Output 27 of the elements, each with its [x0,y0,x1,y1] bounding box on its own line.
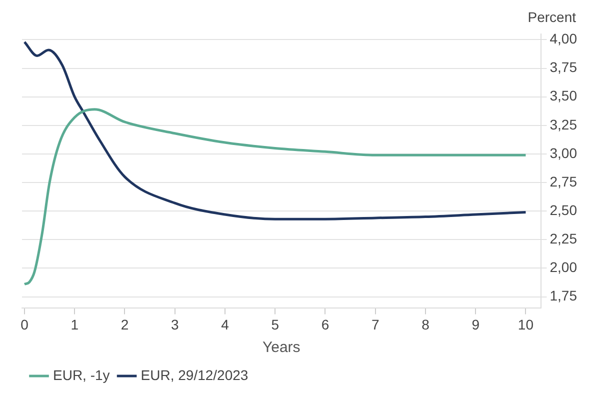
x-tick-label: 10 [518,316,534,332]
x-tick-label: 5 [271,316,280,332]
x-tick-label: 7 [371,316,380,332]
x-axis-title: Years [262,339,300,356]
y-tick-label: 2,25 [550,230,578,247]
line-series [23,40,527,220]
y-tick-label: 2,50 [550,202,578,218]
y-axis-title: Percent [528,9,576,25]
line-series [23,108,527,286]
x-tick-label: 0 [20,316,29,332]
y-tick-label: 3,25 [550,116,578,132]
x-tick-label: 6 [321,316,330,332]
x-tick-label: 4 [221,316,230,332]
x-tick-label: 9 [472,316,480,332]
y-tick-label: 3,75 [550,59,578,76]
y-tick-label: 4,00 [550,30,578,47]
y-tick-label: 2,75 [550,173,578,190]
x-tick-label: 1 [70,316,79,332]
x-tick-label: 8 [422,316,430,332]
y-tick-label: 1,75 [550,288,578,304]
y-tick-label: 3,50 [550,88,578,104]
y-tick-label: 2,00 [550,259,578,276]
x-tick-label: 3 [170,316,179,332]
y-tick-label: 3,00 [550,144,578,161]
legend-label: EUR, 29/12/2023 [140,366,248,383]
legend-label: EUR, -1y [53,366,110,383]
x-tick-label: 2 [120,316,129,332]
